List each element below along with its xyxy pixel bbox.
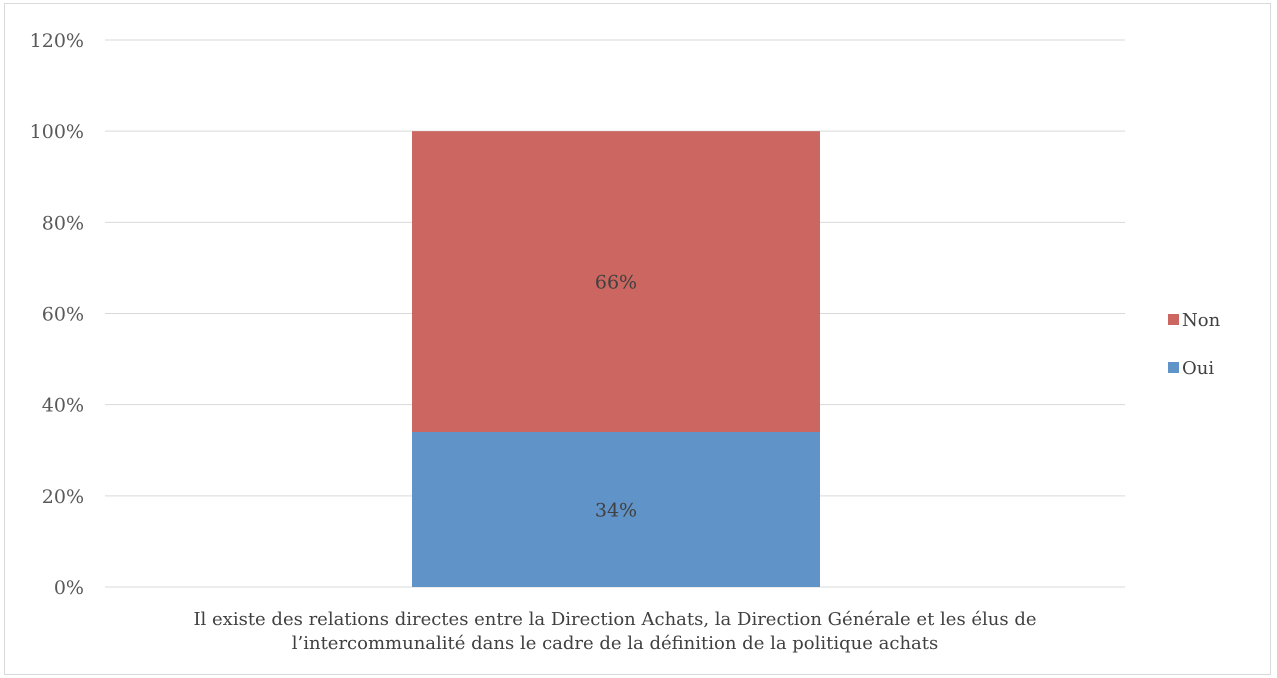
y-tick-label: 80% xyxy=(42,212,84,234)
y-tick-label: 100% xyxy=(30,121,84,143)
y-tick-label: 60% xyxy=(42,304,84,326)
legend-label-non: Non xyxy=(1182,310,1221,331)
legend: Non Oui xyxy=(1168,310,1221,379)
category-label-line: Il existe des relations directes entre l… xyxy=(193,609,1036,630)
category-axis-label: Il existe des relations directes entre l… xyxy=(193,609,1036,654)
y-tick-label: 0% xyxy=(54,577,84,599)
legend-swatch-non xyxy=(1168,314,1179,325)
data-label-oui: 34% xyxy=(595,500,637,522)
legend-swatch-oui xyxy=(1168,362,1179,373)
y-tick-label: 20% xyxy=(42,486,84,508)
y-tick-label: 120% xyxy=(30,30,84,52)
y-tick-label: 40% xyxy=(42,395,84,417)
legend-label-oui: Oui xyxy=(1182,358,1214,379)
data-labels: 34% 66% xyxy=(595,272,637,522)
data-label-non: 66% xyxy=(595,272,637,294)
category-label-line: l’intercommunalité dans le cadre de la d… xyxy=(292,633,939,654)
bar-segment-oui xyxy=(412,432,820,587)
bar-segment-non xyxy=(412,131,820,433)
y-axis-tick-labels: 0% 20% 40% 60% 80% 100% 120% xyxy=(30,30,84,599)
bar-segments xyxy=(412,131,820,587)
